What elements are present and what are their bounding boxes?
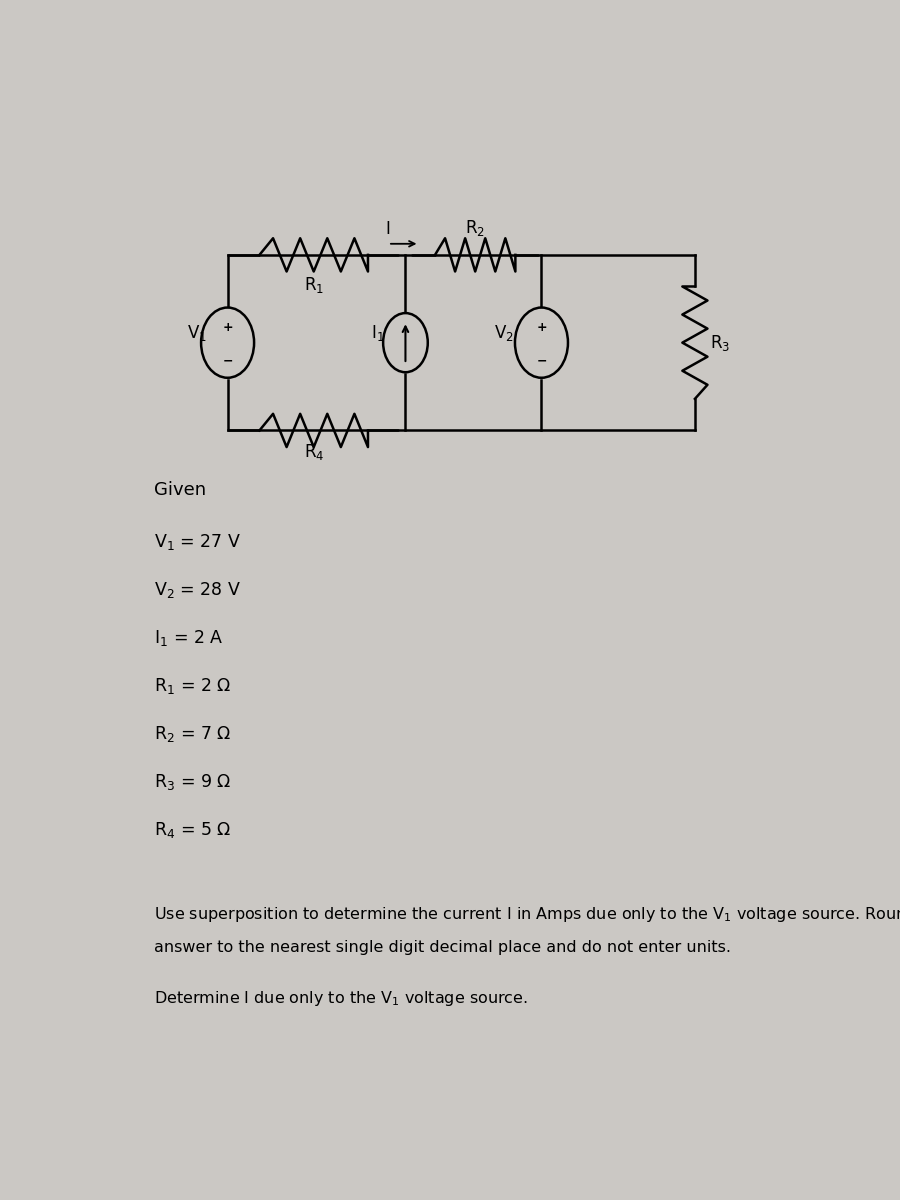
Text: R$_2$: R$_2$ [465,218,485,239]
Text: V$_1$: V$_1$ [186,324,207,343]
Text: Use superposition to determine the current I in Amps due only to the V$_1$ volta: Use superposition to determine the curre… [155,905,900,924]
Text: R$_4$ = 5 Ω: R$_4$ = 5 Ω [155,821,231,840]
Text: Given: Given [155,481,206,499]
Text: R$_1$: R$_1$ [303,275,324,295]
Text: I: I [385,221,391,239]
Text: R$_4$: R$_4$ [303,442,324,462]
Text: R$_1$ = 2 Ω: R$_1$ = 2 Ω [155,677,231,696]
Text: V$_1$ = 27 V: V$_1$ = 27 V [155,532,241,552]
Text: answer to the nearest single digit decimal place and do not enter units.: answer to the nearest single digit decim… [155,941,732,955]
Text: Determine I due only to the V$_1$ voltage source.: Determine I due only to the V$_1$ voltag… [155,989,528,1008]
Text: V$_2$ = 28 V: V$_2$ = 28 V [155,580,241,600]
Text: +: + [222,322,233,335]
Text: +: + [536,322,547,335]
Text: −: − [536,354,546,367]
Text: I$_1$: I$_1$ [371,324,384,343]
Text: R$_2$ = 7 Ω: R$_2$ = 7 Ω [155,725,231,744]
Text: V$_2$: V$_2$ [494,324,514,343]
Text: I$_1$ = 2 A: I$_1$ = 2 A [155,628,224,648]
Text: R$_3$: R$_3$ [710,332,731,353]
Text: −: − [222,354,233,367]
Text: R$_3$ = 9 Ω: R$_3$ = 9 Ω [155,773,231,792]
